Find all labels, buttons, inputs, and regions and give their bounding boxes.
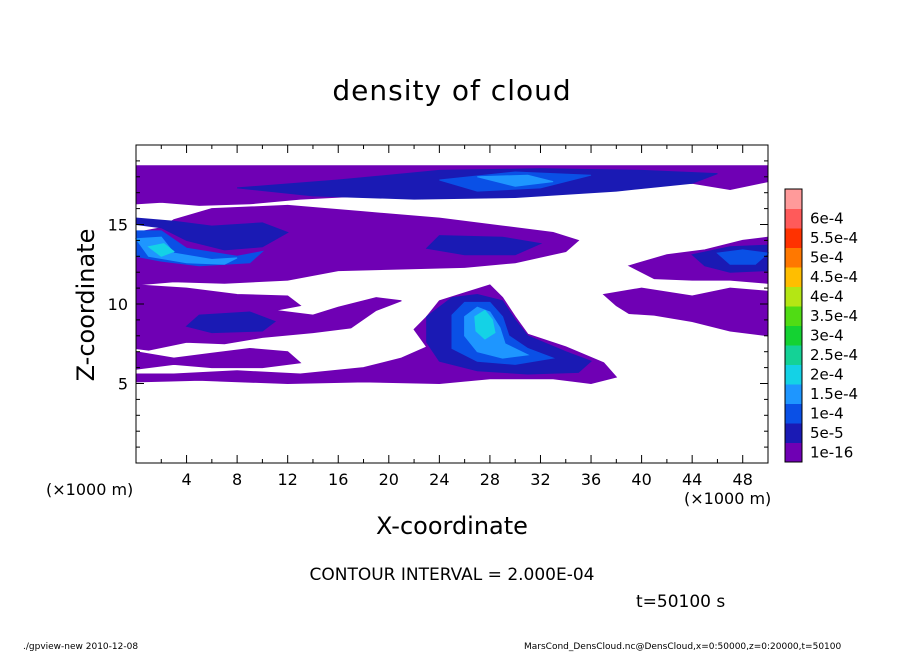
- colorbar-label: 1e-16: [810, 443, 853, 461]
- cloud-region-5: [602, 287, 769, 337]
- colorbar-label: 3.5e-4: [810, 307, 858, 325]
- x-tick-label: 48: [733, 470, 753, 489]
- colorbar-swatch: [785, 325, 802, 346]
- x-axis-unit: (×1000 m): [684, 489, 772, 508]
- colorbar-swatch: [785, 345, 802, 365]
- x-tick-label: 44: [682, 470, 702, 489]
- colorbar-swatch: [785, 267, 802, 287]
- colorbar-swatch: [785, 247, 802, 268]
- contour-interval-text: CONTOUR INTERVAL = 2.000E-04: [309, 565, 595, 585]
- cloud-region-3: [135, 347, 302, 370]
- y-tick-label: 15: [108, 216, 128, 235]
- cloud-region-20: [474, 309, 496, 340]
- cloud-region-2: [135, 284, 402, 351]
- x-tick-label: 36: [581, 470, 601, 489]
- colorbar-swatch: [785, 286, 802, 307]
- y-axis-label: Z-coordinate: [72, 228, 100, 382]
- x-tick-label: 20: [379, 470, 399, 489]
- colorbar-swatch: [785, 208, 802, 229]
- x-tick-label: 24: [429, 470, 449, 489]
- colorbar-swatch: [785, 423, 802, 443]
- cloud-region-21: [147, 243, 175, 257]
- y-tick-label: 5: [118, 375, 128, 394]
- x-axis-label: X-coordinate: [376, 512, 528, 540]
- colorbar-swatch: [785, 228, 802, 248]
- colorbar-swatch: [785, 306, 802, 326]
- colorbar-swatch: [785, 384, 802, 404]
- colorbar-label: 5e-4: [810, 248, 844, 266]
- colorbar-label: 6e-4: [810, 209, 844, 227]
- colorbar-frame: [784, 188, 803, 463]
- cloud-region-16: [716, 249, 770, 265]
- colorbar-label: 2e-4: [810, 365, 844, 383]
- time-text: t=50100 s: [636, 592, 726, 612]
- chart-title: density of cloud: [332, 74, 572, 107]
- x-tick-label: 16: [328, 470, 348, 489]
- cloud-region-8: [425, 235, 543, 256]
- cloud-region-7: [135, 217, 289, 251]
- x-tick-label: 32: [530, 470, 550, 489]
- footer-right-text: MarsCond_DensCloud.nc@DensCloud,x=0:5000…: [524, 642, 842, 652]
- cloud-region-19: [477, 174, 554, 187]
- y-tick-label: 10: [108, 295, 128, 314]
- x-tick-label: 28: [480, 470, 500, 489]
- colorbar-label: 1e-4: [810, 404, 844, 422]
- colorbar-swatch: [785, 364, 802, 385]
- cloud-region-11: [185, 311, 277, 334]
- y-axis-unit: (×1000 m): [46, 480, 134, 499]
- footer-left-text: ./gpview-new 2010-12-08: [23, 642, 139, 652]
- x-tick-label: 40: [631, 470, 651, 489]
- colorbar-label: 5.5e-4: [810, 229, 858, 247]
- colorbar-label: 2.5e-4: [810, 346, 858, 364]
- colorbar-label: 1.5e-4: [810, 385, 858, 403]
- colorbar-label: 4.5e-4: [810, 268, 858, 286]
- x-tick-label: 4: [181, 470, 191, 489]
- heatmap-field: [135, 165, 770, 385]
- x-tick-label: 8: [232, 470, 242, 489]
- colorbar-swatch: [785, 189, 802, 209]
- colorbar-swatch: [785, 442, 802, 463]
- colorbar-swatch: [785, 403, 802, 424]
- colorbar-label: 4e-4: [810, 287, 844, 305]
- colorbar-label: 5e-5: [810, 424, 844, 442]
- colorbar-label: 3e-4: [810, 326, 844, 344]
- x-tick-label: 12: [278, 470, 298, 489]
